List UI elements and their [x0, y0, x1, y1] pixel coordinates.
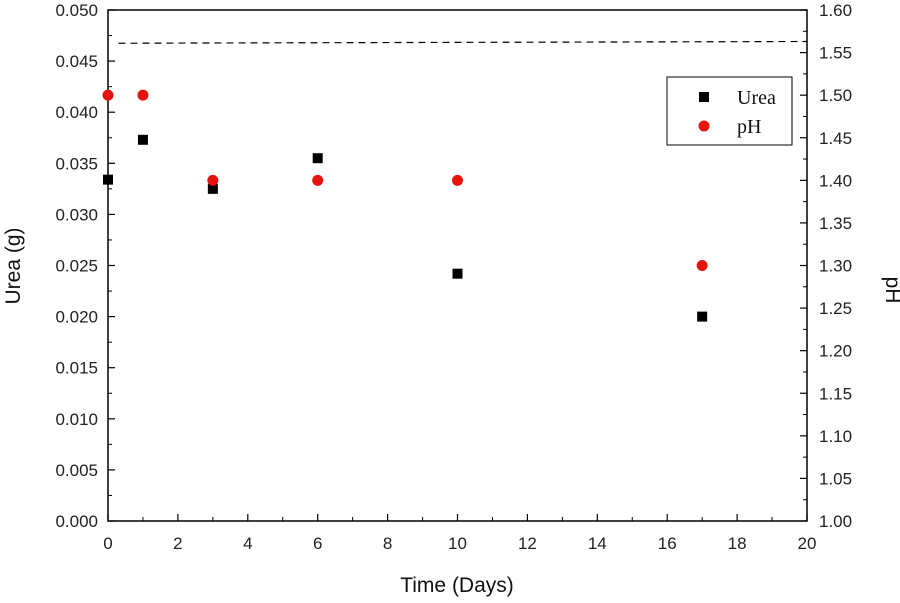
y-axis-left-title: Urea (g): [2, 227, 25, 304]
y2-tick-label: 1.40: [819, 171, 852, 190]
legend-ph-label: pH: [737, 116, 761, 138]
x-tick-label: 20: [798, 534, 817, 553]
x-tick-label: 18: [728, 534, 747, 553]
y2-tick-label: 1.35: [819, 214, 852, 233]
y-tick-label: 0.005: [55, 461, 98, 480]
urea-point: [697, 311, 708, 322]
y2-tick-label: 1.05: [819, 469, 852, 488]
y2-tick-label: 1.55: [819, 44, 852, 63]
y-axis-right: 1.00 1.05 1.10 1.15 1.20 1.25 1.30 1.35 1.40 1.45…: [800, 1, 852, 531]
ph-point: [312, 174, 324, 186]
x-axis-title: Time (Days): [400, 574, 514, 597]
legend: Urea pH: [666, 76, 793, 146]
x-axis: 0 2 4 6 8 10 12 14 16 18 20: [103, 514, 816, 553]
y2-tick-label: 1.15: [819, 384, 852, 403]
ph-point: [696, 260, 708, 271]
reference-dashed-line-group: [118, 40, 808, 44]
legend-urea-label: Urea: [737, 87, 776, 109]
x-tick-label: 14: [588, 534, 607, 553]
ph-point: [137, 89, 149, 101]
x-tick-label: 8: [383, 534, 392, 553]
y2-tick-label: 1.30: [819, 257, 852, 276]
y-tick-label: 0.015: [55, 359, 98, 378]
ph-point: [452, 174, 463, 186]
y-tick-label: 0.050: [55, 1, 98, 20]
y-tick-label: 0.045: [55, 52, 98, 71]
y2-tick-label: 1.10: [819, 427, 852, 446]
y-tick-label: 0.010: [55, 410, 98, 429]
y-tick-label: 0.030: [55, 205, 98, 224]
x-tick-label: 2: [173, 534, 182, 553]
legend-ph-marker: [698, 120, 710, 132]
y-tick-label: 0.000: [55, 512, 98, 531]
y2-tick-label: 1.45: [819, 129, 852, 148]
x-tick-label: 6: [313, 534, 322, 553]
urea-point: [137, 134, 148, 145]
legend-urea-marker: [699, 92, 709, 102]
x-tick-label: 4: [243, 534, 252, 553]
ph-point: [207, 174, 219, 186]
reference-dashed-line: [118, 40, 808, 44]
legend-box: [666, 76, 793, 146]
y-tick-label: 0.035: [55, 154, 98, 173]
urea-point: [312, 153, 323, 164]
y2-tick-label: 1.20: [819, 342, 852, 361]
y-tick-label: 0.040: [55, 103, 98, 122]
x-tick-label: 16: [658, 534, 677, 553]
urea-point: [103, 174, 113, 185]
urea-point: [207, 183, 218, 194]
data-points: [102, 89, 708, 322]
y2-tick-label: 1.50: [819, 86, 852, 105]
y2-tick-label: 1.25: [819, 299, 852, 318]
y-axis-right-title: pH: [881, 277, 900, 304]
y-tick-label: 0.020: [55, 308, 98, 327]
x-tick-label: 12: [518, 534, 537, 553]
ph-point: [102, 89, 114, 101]
x-tick-label: 0: [103, 534, 112, 553]
y2-tick-label: 1.00: [819, 512, 852, 531]
x-tick-label: 10: [448, 534, 467, 553]
y2-tick-label: 1.60: [819, 1, 852, 20]
y-axis-left: 0.000 0.005 0.010 0.015 0.020 0.025 0.030 0.035…: [55, 1, 115, 531]
urea-point: [452, 268, 463, 279]
y-tick-label: 0.025: [55, 257, 98, 276]
